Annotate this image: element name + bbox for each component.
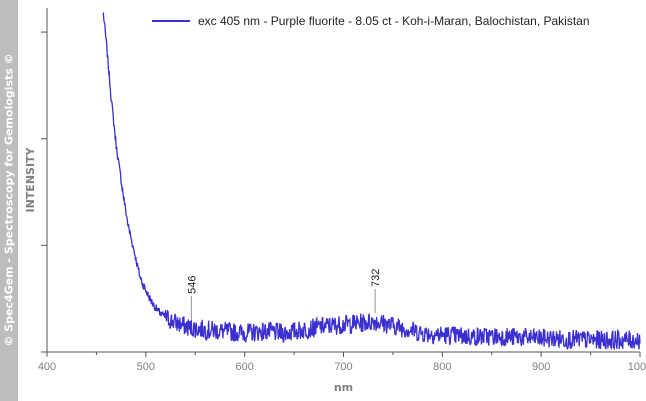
annotation-label: 546	[186, 276, 198, 294]
legend: exc 405 nm - Purple fluorite - 8.05 ct -…	[152, 14, 590, 28]
x-tick-label: 1000	[628, 361, 646, 373]
axes: 400 500 600 700 800 900 1000	[38, 8, 646, 373]
x-tick-label: 800	[433, 361, 451, 373]
peak-annotations: 546 732	[186, 269, 382, 320]
x-tick-label: 700	[334, 361, 352, 373]
x-tick-label: 400	[38, 361, 56, 373]
y-axis-title: INTENSITY	[24, 146, 37, 212]
series-line	[102, 12, 641, 351]
annotation-label: 732	[370, 269, 382, 287]
x-tick-label: 500	[137, 361, 155, 373]
watermark-sidebar: © Spec4Gem - Spectroscopy for Gemologist…	[0, 0, 18, 401]
legend-label: exc 405 nm - Purple fluorite - 8.05 ct -…	[198, 14, 590, 28]
x-ticks: 400 500 600 700 800 900 1000	[38, 352, 646, 373]
x-tick-label: 900	[532, 361, 550, 373]
x-tick-label: 600	[235, 361, 253, 373]
x-axis-title: nm	[334, 381, 353, 394]
y-ticks	[41, 31, 47, 353]
